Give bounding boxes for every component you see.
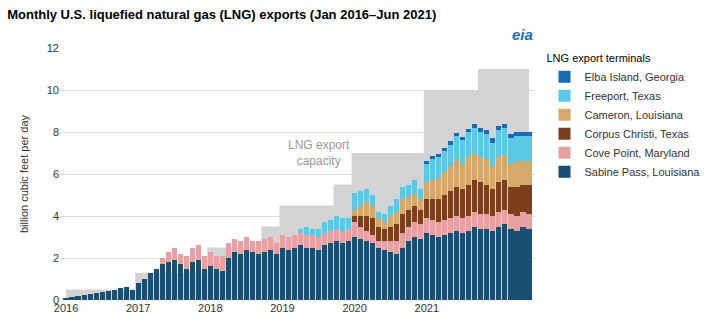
svg-text:Cameron, Louisiana: Cameron, Louisiana [585, 109, 684, 121]
svg-text:2020: 2020 [342, 302, 366, 314]
svg-text:Sabine Pass, Louisiana: Sabine Pass, Louisiana [585, 166, 701, 178]
svg-text:8: 8 [53, 126, 59, 138]
svg-text:2017: 2017 [126, 302, 150, 314]
svg-text:Monthly U.S. liquefied natural: Monthly U.S. liquefied natural gas (LNG)… [7, 7, 436, 22]
svg-text:2: 2 [53, 252, 59, 264]
svg-text:12: 12 [47, 42, 59, 54]
svg-text:2016: 2016 [54, 302, 78, 314]
svg-text:billion cubic feet per day: billion cubic feet per day [18, 114, 30, 233]
svg-text:Cove Point, Maryland: Cove Point, Maryland [585, 147, 690, 159]
svg-text:LNG export terminals: LNG export terminals [547, 52, 651, 64]
svg-text:Corpus Christi, Texas: Corpus Christi, Texas [585, 128, 690, 140]
svg-text:Freeport, Texas: Freeport, Texas [585, 90, 662, 102]
svg-text:4: 4 [53, 210, 59, 222]
svg-text:eia: eia [512, 26, 533, 43]
svg-text:2018: 2018 [198, 302, 222, 314]
svg-text:LNG exportcapacity: LNG exportcapacity [288, 138, 350, 168]
svg-text:6: 6 [53, 168, 59, 180]
svg-text:Elba Island, Georgia: Elba Island, Georgia [585, 71, 686, 83]
svg-text:2021: 2021 [415, 302, 439, 314]
svg-text:0: 0 [53, 294, 59, 306]
svg-text:10: 10 [47, 84, 59, 96]
svg-text:2019: 2019 [270, 302, 294, 314]
